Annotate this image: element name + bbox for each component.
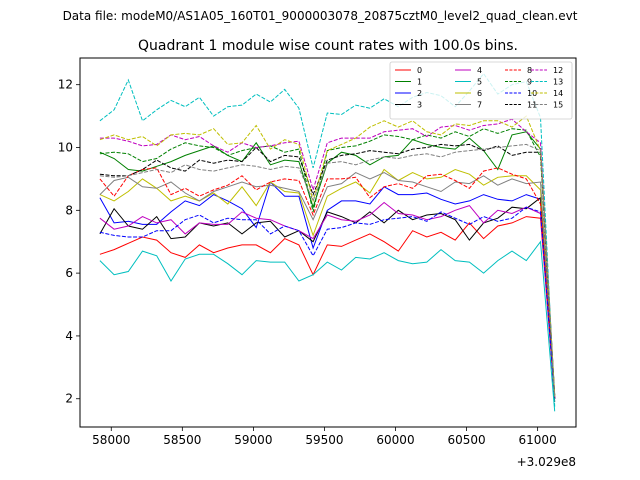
x-tick-label: 58000 bbox=[92, 433, 130, 447]
legend-label-3: 3 bbox=[417, 101, 422, 110]
legend-label-15: 15 bbox=[553, 101, 563, 110]
y-tick-label: 12 bbox=[58, 78, 73, 92]
legend-label-4: 4 bbox=[477, 66, 482, 75]
x-tick-label: 60500 bbox=[447, 433, 485, 447]
legend-label-0: 0 bbox=[417, 66, 422, 75]
y-tick-label: 10 bbox=[58, 141, 73, 155]
series-line-11 bbox=[99, 143, 556, 399]
legend-box bbox=[389, 61, 573, 120]
legend-label-7: 7 bbox=[477, 101, 482, 110]
series-line-6 bbox=[99, 168, 556, 396]
series-line-9 bbox=[99, 128, 556, 396]
series-line-0 bbox=[99, 216, 556, 399]
legend-label-9: 9 bbox=[527, 78, 532, 87]
y-tick-label: 4 bbox=[65, 329, 73, 343]
series-line-7 bbox=[99, 172, 556, 398]
plot-area: 58000 58500 59000 59500 60000 60500 61000 2 4 6 8 1… bbox=[58, 57, 577, 447]
series-line-14 bbox=[99, 115, 556, 396]
legend-label-13: 13 bbox=[553, 78, 563, 87]
legend-label-14: 14 bbox=[553, 89, 563, 98]
axes-frame bbox=[79, 57, 577, 428]
x-tick-label: 59500 bbox=[305, 433, 343, 447]
x-tick-label: 58500 bbox=[163, 433, 201, 447]
series-line-8 bbox=[99, 167, 556, 399]
x-tick-label: 60000 bbox=[376, 433, 414, 447]
series-line-3 bbox=[99, 196, 556, 402]
series-line-2 bbox=[99, 181, 556, 399]
y-tick-label: 2 bbox=[65, 392, 73, 406]
legend-label-5: 5 bbox=[477, 78, 482, 87]
series-line-4 bbox=[99, 201, 556, 399]
legend-label-6: 6 bbox=[477, 89, 482, 98]
data-file-suptitle: Data file: modeM0/AS1A05_160T01_90000030… bbox=[63, 9, 578, 23]
series-line-5 bbox=[99, 240, 556, 412]
x-tick-label: 61000 bbox=[519, 433, 557, 447]
x-tick-label: 59000 bbox=[234, 433, 272, 447]
legend-label-2: 2 bbox=[417, 89, 422, 98]
chart-title: Quadrant 1 module wise count rates with … bbox=[138, 38, 518, 54]
x-offset-label: +3.029e8 bbox=[517, 455, 576, 469]
legend-label-8: 8 bbox=[527, 66, 532, 75]
series-line-10 bbox=[99, 206, 556, 399]
series-line-15 bbox=[99, 143, 556, 398]
series-line-12 bbox=[99, 118, 556, 398]
legend-label-12: 12 bbox=[553, 66, 563, 75]
legend-label-1: 1 bbox=[417, 78, 422, 87]
y-tick-label: 6 bbox=[65, 266, 73, 280]
y-tick-label: 8 bbox=[65, 203, 73, 217]
